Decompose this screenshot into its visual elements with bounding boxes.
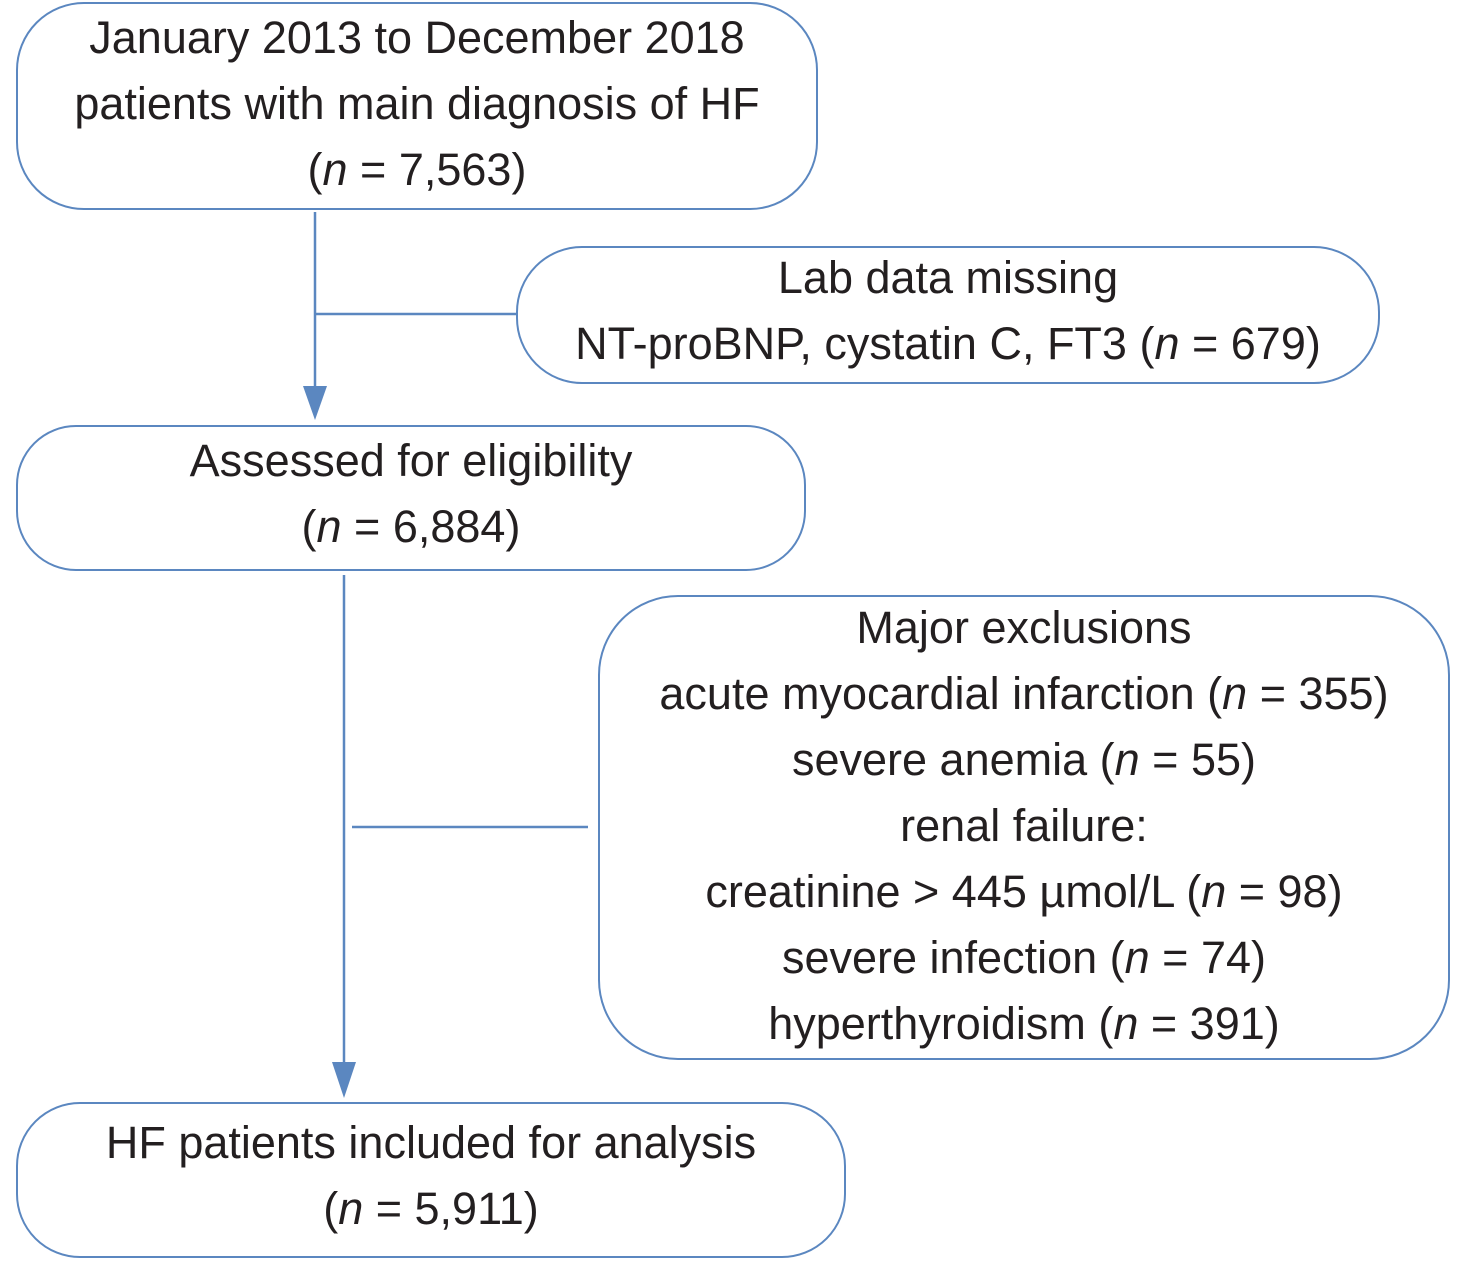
lab-missing-title: Lab data missing [777, 252, 1119, 303]
exclusions-title: Major exclusions [856, 601, 1192, 653]
exclusion-item: hyperthyroidism (n = 391) [768, 997, 1280, 1049]
arrowhead-to-final [332, 1062, 356, 1098]
start-period-text: January 2013 to December 2018 [89, 12, 745, 63]
exclusion-item: severe anemia (n = 55) [791, 733, 1257, 785]
final-title: HF patients included for analysis [105, 1117, 757, 1168]
assessed-count: (n = 6,884) [301, 501, 521, 552]
arrowhead-to-assessed [303, 386, 327, 420]
final-count: (n = 5,911) [323, 1183, 539, 1234]
box-lab-data-missing: Lab data missing NT-proBNP, cystatin C, … [516, 246, 1380, 384]
exclusion-item: severe infection (n = 74) [781, 931, 1267, 983]
box-major-exclusions: Major exclusions acute myocardial infarc… [598, 595, 1450, 1060]
exclusion-item: renal failure: [900, 799, 1148, 851]
exclusion-item: acute myocardial infarction (n = 355) [659, 667, 1389, 719]
exclusion-item: creatinine > 445 µmol/L (n = 98) [705, 865, 1343, 917]
start-diagnosis-text: patients with main diagnosis of HF [74, 78, 760, 129]
assessed-title: Assessed for eligibility [189, 435, 633, 486]
box-study-population: January 2013 to December 2018 patients w… [16, 2, 818, 210]
lab-missing-count: NT-proBNP, cystatin C, FT3 (n = 679) [575, 318, 1321, 369]
box-included-analysis: HF patients included for analysis (n = 5… [16, 1102, 846, 1258]
start-count: (n = 7,563) [307, 144, 527, 195]
box-assessed-eligibility: Assessed for eligibility (n = 6,884) [16, 425, 806, 571]
